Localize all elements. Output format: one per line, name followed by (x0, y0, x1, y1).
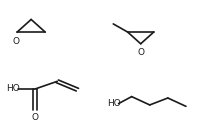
Text: HO: HO (6, 85, 20, 93)
Text: O: O (13, 37, 19, 46)
Text: O: O (32, 113, 38, 122)
Text: O: O (137, 48, 143, 57)
Text: HO: HO (106, 99, 120, 108)
